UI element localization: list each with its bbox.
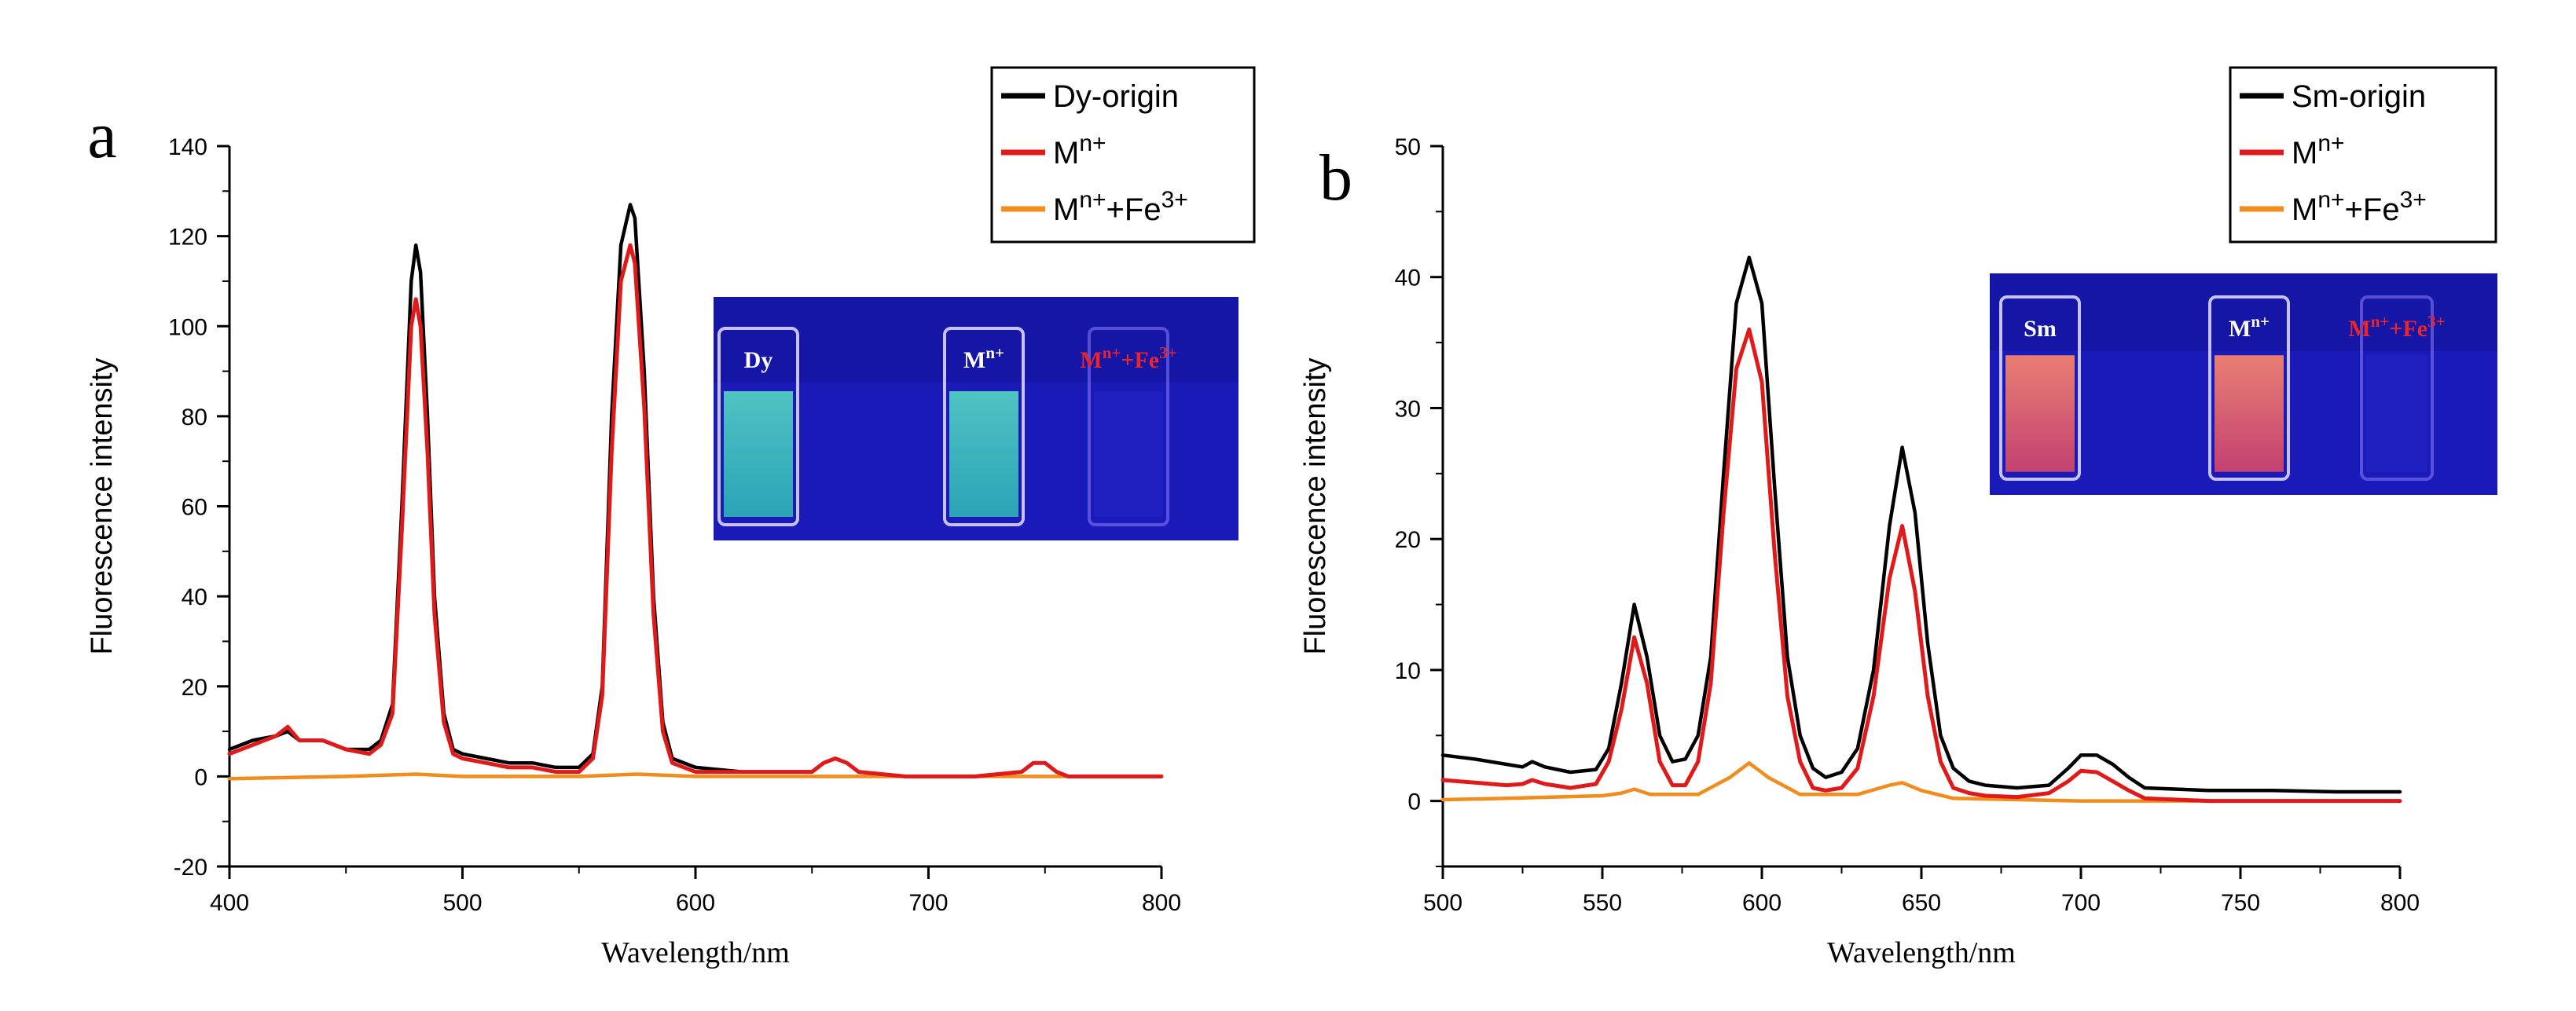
- y-tick-label: 0: [194, 764, 207, 790]
- legend-entry: Mn+: [2292, 130, 2345, 170]
- y-tick-label: 50: [1395, 134, 1421, 160]
- legend-entry: Mn++Fe3+: [1053, 187, 1188, 227]
- y-tick-label: 20: [1395, 527, 1421, 553]
- cuvette: [717, 327, 799, 526]
- inset-photo: Sm Mn+ Mn++Fe3+: [1990, 273, 2497, 495]
- panel-letter: a: [87, 99, 116, 172]
- x-tick-label: 500: [1423, 890, 1462, 916]
- inset-vial-label: Mn+: [963, 343, 1004, 373]
- series-line-1: [1440, 327, 2402, 804]
- cuvette: [2208, 295, 2290, 481]
- x-tick-label: 400: [210, 890, 249, 916]
- y-axis-title: Fluorescence intensity: [86, 357, 119, 654]
- panel-b-chart: b 500 550 600 650 700 750 800 0 10 20 30 40 50 Wavelen…: [1299, 66, 2497, 969]
- series-line-1: [227, 243, 1164, 778]
- x-axis-title: Wavelength/nm: [601, 936, 790, 969]
- x-tick-label: 500: [442, 890, 482, 916]
- y-tick-label: 10: [1395, 658, 1421, 684]
- y-tick-label: 80: [182, 405, 207, 430]
- inset-photo: Dy Mn+ Mn++Fe3+: [714, 297, 1238, 540]
- legend: Dy-origin Mn+ Mn++Fe3+: [990, 66, 1256, 244]
- legend-entry: Dy-origin: [1053, 79, 1179, 114]
- x-tick-label: 800: [1142, 890, 1181, 916]
- cuvette-solution: [2215, 355, 2284, 472]
- inset-vial-label: Dy: [744, 347, 773, 373]
- legend-entry: Mn+: [1053, 130, 1106, 170]
- series-line-2: [1440, 761, 2402, 803]
- inset-vial-label: Mn+: [2229, 312, 2270, 342]
- x-tick-label: 550: [1583, 890, 1622, 916]
- legend-entry: Mn++Fe3+: [2292, 187, 2427, 227]
- panel-a-chart: a 400 500 600 700 800 -20 0 20 40 60 80 100 120 140 Wav…: [86, 66, 1256, 969]
- x-tick-label: 700: [908, 890, 948, 916]
- x-tick-label: 700: [2061, 890, 2101, 916]
- inset-vial-label: Sm: [2024, 316, 2057, 342]
- x-tick-label: 650: [1902, 890, 1941, 916]
- x-tick-label: 600: [676, 890, 715, 916]
- y-tick-label: 0: [1407, 789, 1421, 815]
- cuvette-solution: [1094, 391, 1163, 517]
- series-line-0: [1440, 255, 2402, 794]
- y-tick-label: 60: [182, 495, 207, 521]
- y-axis-title: Fluorescence intensity: [1299, 357, 1332, 654]
- legend: Sm-origin Mn+ Mn++Fe3+: [2229, 66, 2497, 244]
- x-axis-title: Wavelength/nm: [1827, 936, 2016, 969]
- cuvette-solution: [2366, 355, 2427, 472]
- x-tick-label: 750: [2221, 890, 2260, 916]
- y-tick-label: 100: [168, 314, 207, 340]
- inset-vial-label: Mn++Fe3+: [2348, 312, 2445, 342]
- inset-vial-label: Mn++Fe3+: [1080, 343, 1176, 373]
- cuvette: [2360, 295, 2434, 481]
- y-tick-label: 20: [182, 675, 207, 701]
- y-tick-label: 40: [182, 584, 207, 610]
- inset-shade: [1990, 273, 2497, 351]
- y-tick-label: 120: [168, 225, 207, 251]
- cuvette-solution: [2005, 355, 2075, 472]
- cuvette: [943, 327, 1025, 526]
- inset-shade: [714, 297, 1238, 383]
- panel-letter: b: [1319, 141, 1352, 214]
- y-tick-label: 40: [1395, 266, 1421, 291]
- x-tick-label: 600: [1742, 890, 1782, 916]
- legend-entry: Sm-origin: [2292, 79, 2426, 114]
- x-tick-label: 800: [2380, 890, 2420, 916]
- cuvette: [1999, 295, 2081, 481]
- cuvette-solution: [949, 391, 1018, 517]
- cuvette-solution: [724, 391, 793, 517]
- y-tick-label: 140: [168, 134, 207, 160]
- y-tick-label: 30: [1395, 396, 1421, 422]
- y-tick-label: -20: [174, 855, 207, 881]
- series-line-2: [227, 772, 1164, 781]
- cuvette: [1088, 327, 1169, 526]
